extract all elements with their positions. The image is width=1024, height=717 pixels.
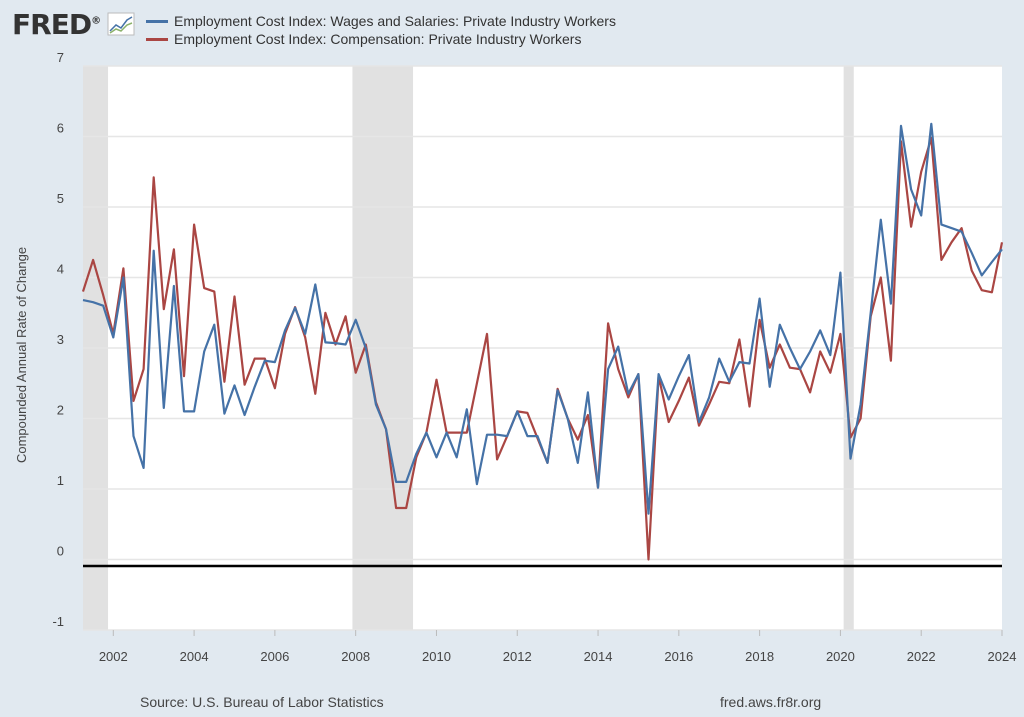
logo-mark: ® (91, 15, 101, 27)
x-tick-label: 2016 (664, 649, 693, 664)
y-tick-label: 6 (57, 121, 64, 136)
x-tick-label: 2012 (503, 649, 532, 664)
x-tick-label: 2020 (826, 649, 855, 664)
legend-item-wages[interactable]: Employment Cost Index: Wages and Salarie… (146, 12, 616, 30)
fred-chart-icon (107, 12, 135, 36)
y-tick-label: 7 (57, 50, 64, 65)
y-tick-label: -1 (52, 614, 64, 629)
legend-swatch-compensation (146, 37, 168, 41)
x-tick-label: 2008 (341, 649, 370, 664)
y-tick-label: 0 (57, 544, 64, 559)
x-tick-label: 2014 (584, 649, 613, 664)
legend-label-wages: Employment Cost Index: Wages and Salarie… (174, 13, 616, 29)
fred-logo[interactable]: FRED® (12, 8, 101, 41)
legend-swatch-wages (146, 19, 168, 23)
source-note: Source: U.S. Bureau of Labor Statistics (140, 694, 384, 710)
y-tick-label: 4 (57, 262, 64, 277)
y-tick-label: 3 (57, 332, 64, 347)
site-link[interactable]: fred.aws.fr8r.org (720, 694, 822, 710)
y-tick-label: 1 (57, 473, 64, 488)
x-tick-label: 2004 (180, 649, 209, 664)
x-tick-label: 2024 (988, 649, 1017, 664)
y-tick-label: 5 (57, 191, 64, 206)
x-tick-label: 2022 (907, 649, 936, 664)
series-line-wages (82, 122, 1003, 515)
y-axis-label: Compounded Annual Rate of Change (14, 247, 29, 463)
logo-text: FRED (12, 8, 92, 41)
x-tick-label: 2006 (260, 649, 289, 664)
legend-item-compensation[interactable]: Employment Cost Index: Compensation: Pri… (146, 30, 616, 48)
x-tick-label: 2010 (422, 649, 451, 664)
legend-label-compensation: Employment Cost Index: Compensation: Pri… (174, 31, 582, 47)
x-tick-label: 2002 (99, 649, 128, 664)
legend: Employment Cost Index: Wages and Salarie… (146, 12, 616, 48)
x-tick-label: 2018 (745, 649, 774, 664)
y-tick-label: 2 (57, 403, 64, 418)
